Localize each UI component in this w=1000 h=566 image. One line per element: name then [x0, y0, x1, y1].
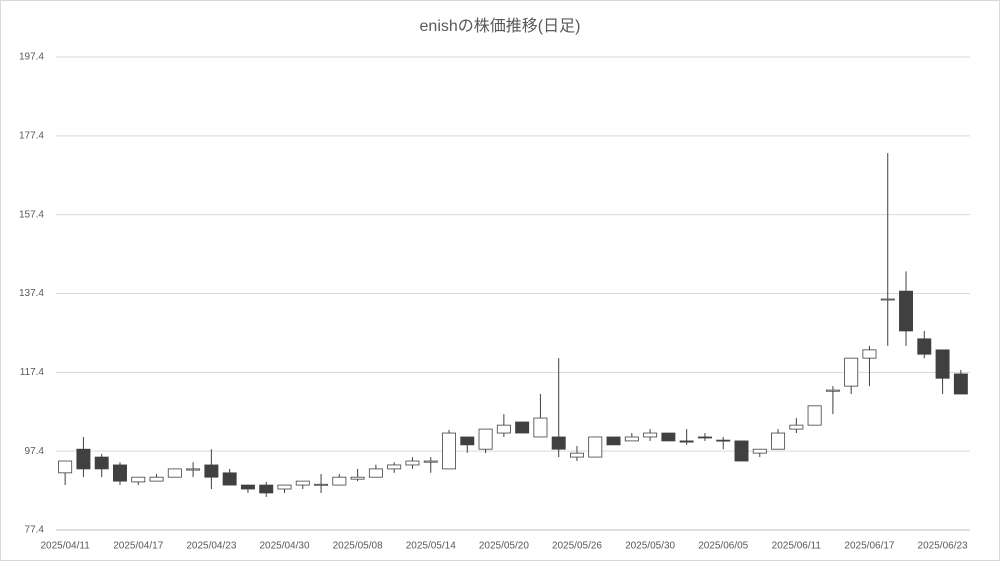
- candle-body: [533, 417, 548, 438]
- y-tick-label: 157.4: [19, 209, 44, 220]
- y-tick-label: 97.4: [25, 446, 45, 457]
- candle-body: [58, 460, 73, 474]
- x-tick-label: 2025/04/11: [40, 541, 90, 552]
- x-tick-label: 2025/05/30: [625, 541, 675, 552]
- candle-body: [423, 460, 438, 463]
- candle-body: [186, 468, 201, 471]
- candle-body: [259, 484, 274, 494]
- candle-body: [679, 440, 694, 443]
- candle-body: [880, 298, 895, 301]
- y-tick-label: 137.4: [19, 288, 44, 299]
- x-tick-label: 2025/06/11: [772, 541, 822, 552]
- candle-body: [204, 464, 219, 478]
- candle-body: [94, 456, 109, 470]
- y-tick-label: 197.4: [19, 52, 44, 63]
- x-tick-label: 2025/05/14: [406, 541, 456, 552]
- candle-body: [807, 405, 822, 426]
- x-tick-label: 2025/06/23: [918, 541, 968, 552]
- candle-body: [716, 439, 731, 442]
- candle-body: [368, 468, 383, 478]
- candle-body: [661, 432, 676, 442]
- candle-body: [771, 432, 786, 450]
- chart-title: enishの株価推移(日足): [420, 17, 581, 35]
- candle-body: [76, 448, 91, 470]
- candle-body: [332, 476, 347, 486]
- x-tick-label: 2025/05/26: [552, 541, 602, 552]
- x-tick-label: 2025/06/05: [698, 541, 748, 552]
- candle-body: [624, 436, 639, 442]
- x-tick-label: 2025/04/30: [259, 541, 309, 552]
- candle-body: [935, 349, 950, 379]
- y-tick-label: 117.4: [20, 367, 45, 378]
- candle-body: [844, 357, 859, 387]
- candle-body: [460, 436, 475, 446]
- candle-body: [515, 421, 530, 434]
- candle-body: [314, 483, 329, 486]
- candle-body: [240, 484, 255, 490]
- candle-body: [478, 428, 493, 450]
- y-tick-label: 77.4: [25, 525, 45, 536]
- candle-body: [953, 373, 968, 395]
- candle-body: [825, 389, 840, 392]
- candle-body: [697, 436, 712, 439]
- candle-body: [350, 476, 365, 480]
- candle-body: [551, 436, 566, 450]
- x-tick-label: 2025/04/23: [186, 541, 236, 552]
- y-tick-label: 177.4: [19, 130, 44, 141]
- candle-body: [405, 460, 420, 466]
- x-tick-label: 2025/05/08: [333, 541, 383, 552]
- candle-body: [112, 464, 127, 482]
- candle-body: [295, 480, 310, 486]
- candle-body: [588, 436, 603, 458]
- candle-body: [734, 440, 749, 462]
- candle-body: [131, 476, 146, 483]
- candle-body: [496, 424, 511, 434]
- x-tick-label: 2025/05/20: [479, 541, 529, 552]
- candle-body: [789, 424, 804, 430]
- candle-body: [569, 452, 584, 458]
- candle-body: [387, 464, 402, 470]
- candle-body: [899, 290, 914, 332]
- candle-body: [167, 468, 182, 478]
- candle-body: [862, 349, 877, 359]
- candle-body: [442, 432, 457, 470]
- candle-body: [643, 432, 658, 438]
- candle-body: [222, 472, 237, 486]
- candle-body: [606, 436, 621, 446]
- candle-body: [277, 484, 292, 490]
- candle-body: [917, 338, 932, 355]
- x-tick-label: 2025/04/17: [113, 541, 163, 552]
- candle-body: [752, 448, 767, 454]
- candle-body: [149, 476, 164, 482]
- x-tick-label: 2025/06/17: [844, 541, 894, 552]
